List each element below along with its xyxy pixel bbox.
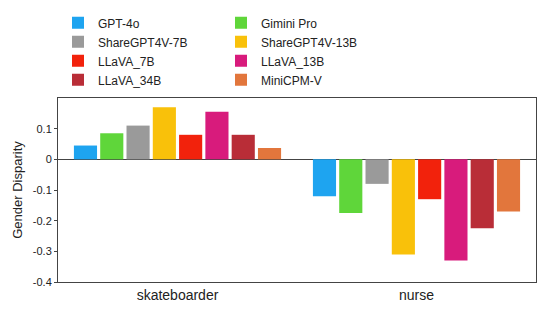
svg-text:skateboarder: skateboarder: [137, 287, 219, 303]
svg-text:ShareGPT4V-13B: ShareGPT4V-13B: [261, 36, 357, 50]
svg-text:Gimini Pro: Gimini Pro: [261, 17, 317, 31]
svg-text:LLaVA_34B: LLaVA_34B: [98, 74, 161, 88]
svg-text:-0.3: -0.3: [33, 245, 52, 257]
svg-text:GPT-4o: GPT-4o: [98, 17, 140, 31]
svg-text:-0.2: -0.2: [33, 215, 52, 227]
svg-text:ShareGPT4V-7B: ShareGPT4V-7B: [98, 36, 187, 50]
svg-text:MiniCPM-V: MiniCPM-V: [261, 74, 322, 88]
svg-text:nurse: nurse: [399, 287, 434, 303]
svg-text:LLaVA_7B: LLaVA_7B: [98, 55, 155, 69]
svg-text:-0.4: -0.4: [33, 276, 52, 288]
svg-text:LLaVA_13B: LLaVA_13B: [261, 55, 324, 69]
svg-text:0.1: 0.1: [37, 123, 52, 135]
svg-text:0: 0: [46, 153, 52, 165]
svg-text:-0.1: -0.1: [33, 184, 52, 196]
svg-text:Gender Disparity: Gender Disparity: [10, 141, 25, 239]
